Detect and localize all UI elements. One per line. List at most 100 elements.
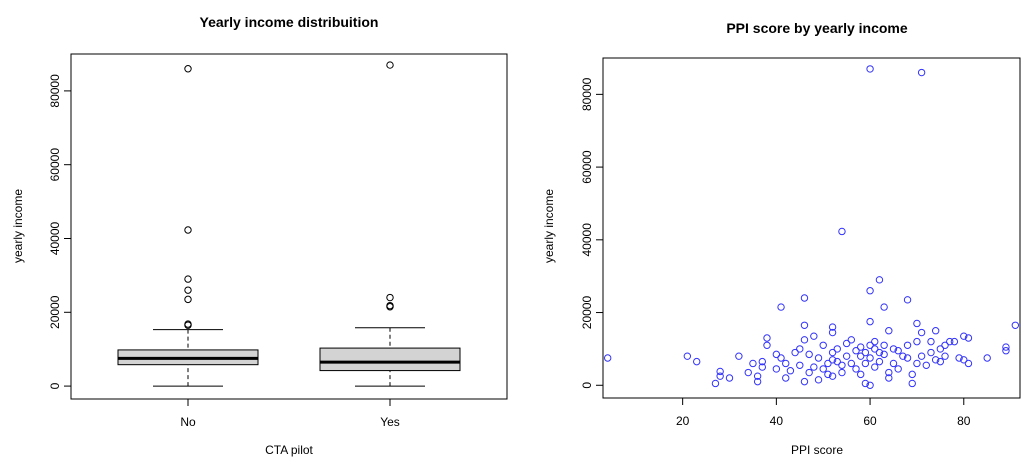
scatter-point <box>847 359 856 368</box>
scatter-point <box>964 334 973 342</box>
scatter-point <box>744 368 752 377</box>
scatter-point <box>885 368 893 377</box>
scatter-point <box>800 377 809 386</box>
scatter-point <box>725 374 734 382</box>
scatter-point <box>889 345 898 353</box>
scatter-point <box>782 374 790 382</box>
scatter-point <box>885 374 893 382</box>
scatter-point <box>917 328 926 337</box>
scatter-point <box>763 334 771 342</box>
scatter-point <box>964 359 973 368</box>
scatter-point <box>861 359 870 368</box>
scatter-x-tick-label: 60 <box>863 414 877 428</box>
scatter-x-tick-label: 20 <box>676 414 690 428</box>
boxplot-frame <box>70 53 508 400</box>
scatter-frame <box>602 57 1021 399</box>
scatter-point <box>899 352 907 360</box>
scatter-point <box>824 359 832 368</box>
scatter-y-tick-label: 20000 <box>580 296 594 330</box>
scatter-point <box>880 350 888 359</box>
scatter-point <box>889 359 898 368</box>
scatter-point <box>1002 343 1010 351</box>
boxplot-y-tick-label: 80000 <box>48 74 62 108</box>
scatter-point <box>828 328 837 337</box>
outlier-point <box>386 301 394 310</box>
scatter-point <box>866 65 874 73</box>
scatter-title: PPI score by yearly income <box>726 20 908 36</box>
scatter-point <box>866 354 874 362</box>
boxplot-panel: Yearly income distribuition 0 20000 40000 6… <box>11 14 508 457</box>
boxplot-x-tick-label: No <box>180 415 196 429</box>
scatter-point <box>819 341 827 349</box>
scatter-y-axis: 0 20000 40000 60000 80000 <box>580 77 603 389</box>
scatter-point <box>810 332 818 340</box>
scatter-point <box>941 352 949 360</box>
scatter-point <box>856 370 865 379</box>
scatter-point <box>875 348 884 357</box>
scatter-y-label: yearly income <box>542 189 556 263</box>
scatter-point <box>693 357 701 366</box>
scatter-point <box>833 357 841 366</box>
scatter-point <box>758 357 767 366</box>
scatter-point <box>772 365 781 373</box>
scatter-point <box>871 363 879 371</box>
scatter-point <box>819 365 827 373</box>
scatter-point <box>838 361 846 369</box>
outlier-point <box>184 286 192 294</box>
scatter-point <box>950 337 959 346</box>
scatter-x-label: PPI score <box>791 443 843 457</box>
scatter-point <box>716 367 724 376</box>
boxplot-title: Yearly income distribuition <box>200 14 379 30</box>
scatter-point <box>777 303 785 311</box>
scatter-point <box>885 327 893 335</box>
scatter-point <box>842 352 851 360</box>
scatter-point <box>866 317 874 326</box>
scatter-point <box>753 372 762 380</box>
scatter-point <box>917 68 926 77</box>
scatter-point <box>927 348 935 357</box>
scatter-point <box>782 359 790 368</box>
scatter-point <box>796 345 804 353</box>
outlier-point <box>386 293 394 302</box>
scatter-point <box>711 379 720 388</box>
scatter-point <box>828 372 837 380</box>
scatter-point <box>941 341 949 349</box>
scatter-point <box>791 348 799 357</box>
scatter-point <box>880 303 888 311</box>
scatter-point <box>842 339 851 348</box>
scatter-point <box>716 372 724 380</box>
scatter-point <box>871 337 879 346</box>
scatter-point <box>875 276 884 284</box>
scatter-point <box>805 350 813 359</box>
boxplot-y-tick-label: 0 <box>48 382 62 389</box>
scatter-x-tick-label: 40 <box>770 414 784 428</box>
scatter-point <box>894 365 902 373</box>
scatter-y-tick-label: 80000 <box>580 77 594 111</box>
scatter-point <box>753 377 762 386</box>
scatter-x-axis: 20 40 60 80 <box>676 398 971 428</box>
scatter-point <box>913 359 921 368</box>
scatter-point <box>800 336 809 344</box>
scatter-point <box>805 368 813 377</box>
scatter-point <box>814 376 823 384</box>
boxplot-box-yes <box>319 61 461 387</box>
outlier-point <box>386 61 394 69</box>
scatter-point <box>800 294 809 302</box>
scatter-point <box>828 356 837 364</box>
scatter-point <box>603 354 612 362</box>
scatter-point <box>880 341 888 349</box>
scatter-point <box>866 341 874 349</box>
scatter-point <box>749 359 757 368</box>
scatter-point <box>871 345 879 353</box>
scatter-point <box>917 352 926 360</box>
scatter-point <box>983 354 991 362</box>
boxplot-y-label: yearly income <box>11 189 25 263</box>
scatter-point <box>922 361 930 369</box>
scatter-point <box>786 367 795 375</box>
scatter-point <box>683 352 692 360</box>
scatter-point <box>908 379 916 388</box>
scatter-panel: PPI score by yearly income 0 20000 40000 60… <box>542 20 1021 457</box>
scatter-point <box>931 356 940 364</box>
scatter-point <box>735 352 743 360</box>
